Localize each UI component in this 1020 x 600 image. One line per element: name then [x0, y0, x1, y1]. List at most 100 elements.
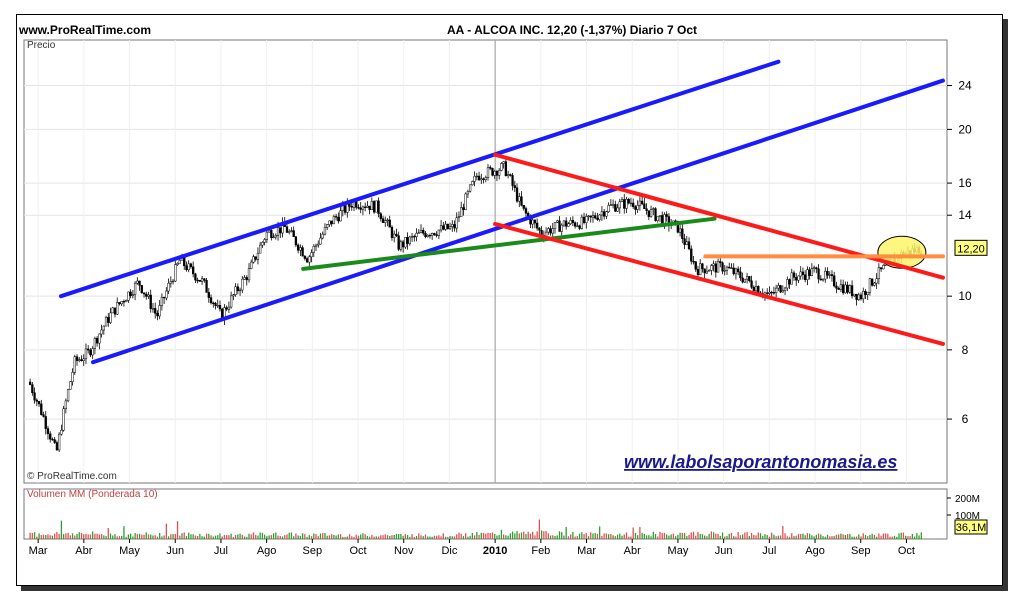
candle-body	[766, 292, 769, 294]
candle-body	[138, 280, 141, 286]
watermark-url[interactable]: www.labolsaporantonomasia.es	[624, 452, 897, 472]
copyright-label: © ProRealTime.com	[27, 471, 117, 482]
candle-body	[511, 175, 514, 186]
candle-body	[343, 205, 347, 213]
candle-body	[728, 266, 731, 269]
candle-body	[245, 277, 248, 281]
candle-body	[509, 174, 512, 176]
candle-body	[232, 294, 235, 297]
candle-body	[84, 348, 88, 360]
site-name[interactable]: www.ProRealTime.com	[19, 23, 152, 37]
candle-body	[466, 191, 470, 195]
candle-body	[513, 185, 516, 189]
candle-body	[35, 399, 38, 402]
candle-body	[750, 280, 753, 288]
candle-body	[551, 228, 554, 234]
candle-body	[357, 207, 360, 209]
candle-body	[594, 215, 597, 219]
candle-body	[214, 302, 217, 306]
candle-body	[390, 226, 394, 238]
candle-body	[53, 439, 56, 443]
candle-body	[82, 358, 85, 361]
x-tick-label: Nov	[394, 545, 414, 557]
candle-body	[654, 208, 657, 221]
x-tick-label: Sep	[303, 545, 323, 557]
candle-body	[739, 271, 742, 279]
candle-body	[252, 256, 255, 263]
candle-body	[620, 199, 624, 202]
candle-body	[748, 276, 751, 282]
x-tick-label: May	[119, 545, 140, 557]
candle-body	[265, 231, 269, 240]
candle-body	[377, 200, 380, 214]
candle-body	[812, 267, 816, 269]
price-axis: 6 8 10 14 16 20 24	[947, 79, 972, 426]
candle-body	[410, 236, 414, 238]
candle-body	[703, 268, 706, 274]
candle-body	[558, 220, 561, 232]
candle-body	[321, 233, 324, 239]
candle-body	[174, 264, 177, 282]
candle-body	[241, 278, 244, 291]
x-tick-label: Jul	[762, 545, 776, 557]
candle-body	[801, 271, 805, 276]
candle-body	[93, 337, 97, 349]
candle-body	[850, 285, 854, 297]
candle-body	[435, 234, 438, 236]
candle-body	[627, 198, 630, 204]
candle-body	[404, 237, 407, 248]
candle-body	[401, 241, 405, 248]
candle-body	[256, 252, 260, 260]
candle-body	[71, 372, 74, 382]
trendlines	[58, 59, 945, 365]
candle-body	[78, 359, 81, 361]
candle-body	[151, 308, 155, 310]
candle-body	[448, 226, 452, 230]
x-tick-label: Sep	[851, 545, 871, 557]
candle-body	[618, 201, 621, 209]
candle-body	[522, 205, 525, 209]
candle-body	[417, 232, 420, 234]
candle-body	[388, 219, 391, 228]
candle-body	[716, 261, 720, 273]
candle-body	[600, 211, 604, 216]
candle-body	[866, 291, 869, 295]
candle-body	[725, 266, 729, 271]
candle-body	[455, 217, 458, 229]
candle-body	[267, 230, 271, 233]
candle-body	[296, 244, 300, 251]
candle-body	[683, 238, 686, 245]
candle-body	[732, 267, 735, 275]
candle-body	[707, 270, 711, 272]
candle-body	[408, 236, 411, 244]
candle-body	[471, 181, 474, 186]
candle-body	[361, 206, 365, 210]
candle-body	[714, 263, 717, 273]
candle-body	[337, 216, 340, 222]
price-tick-label: 8	[962, 343, 969, 357]
candle-body	[754, 286, 758, 292]
candle-body	[75, 356, 79, 361]
candle-body	[116, 302, 119, 315]
candle-body	[864, 290, 867, 295]
candle-body	[218, 305, 222, 310]
candle-body	[227, 306, 231, 310]
candle-body	[699, 263, 702, 275]
candle-body	[835, 285, 838, 289]
candle-body	[687, 241, 691, 250]
candle-body	[549, 228, 552, 234]
candle-body	[142, 292, 146, 295]
candle-body	[160, 296, 164, 306]
candle-body	[815, 267, 818, 270]
candle-body	[419, 229, 423, 233]
x-tick-label: Feb	[531, 545, 550, 557]
candle-body	[676, 220, 680, 233]
candle-body	[745, 276, 749, 280]
candle-body	[368, 205, 371, 211]
candle-body	[294, 236, 298, 246]
candle-body	[475, 175, 478, 178]
candle-body	[694, 261, 697, 270]
candle-body	[120, 301, 123, 305]
candle-body	[868, 278, 872, 293]
candle-body	[806, 269, 809, 281]
